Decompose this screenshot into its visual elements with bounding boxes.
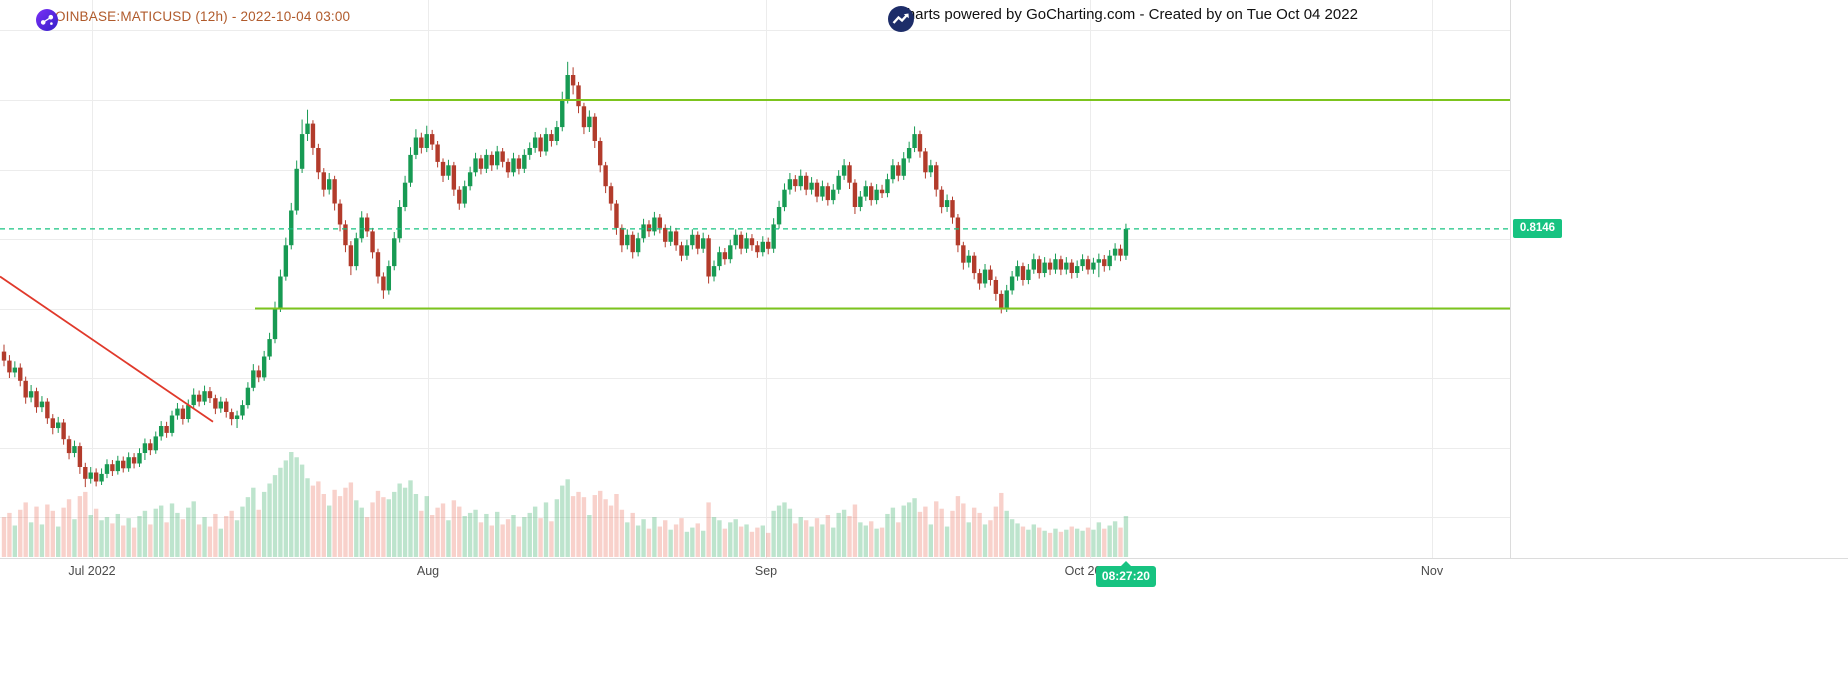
chart-legend: COINBASE:MATICUSD (12h) - 2022-10-04 03:… (36, 9, 351, 31)
time-axis-label: Jul 2022 (68, 564, 116, 578)
symbol-title[interactable]: COINBASE:MATICUSD (12h) - 2022-10-04 03:… (45, 9, 351, 24)
time-axis-label: Sep (754, 564, 778, 578)
price-axis[interactable]: 1.10001.00000.90000.80000.70000.60000.50… (1510, 0, 1848, 558)
powered-by-text[interactable]: Charts powered by GoCharting.com - Creat… (896, 6, 1358, 23)
powered-by-banner: Charts powered by GoCharting.com - Creat… (888, 6, 1358, 32)
current-time-badge: 08:27:20 (1095, 561, 1156, 587)
volume-bars-layer (1, 452, 1129, 557)
time-axis-label: Aug (416, 564, 440, 578)
trend-line[interactable] (0, 275, 214, 423)
time-axis[interactable]: Jul 2022 Aug Sep Oct 2022 Nov (0, 558, 1848, 588)
current-price-badge: 0.8146 (1513, 218, 1562, 238)
time-axis-label: Nov (1420, 564, 1444, 578)
candles-layer (1, 61, 1129, 488)
grid-layer (0, 0, 1510, 558)
